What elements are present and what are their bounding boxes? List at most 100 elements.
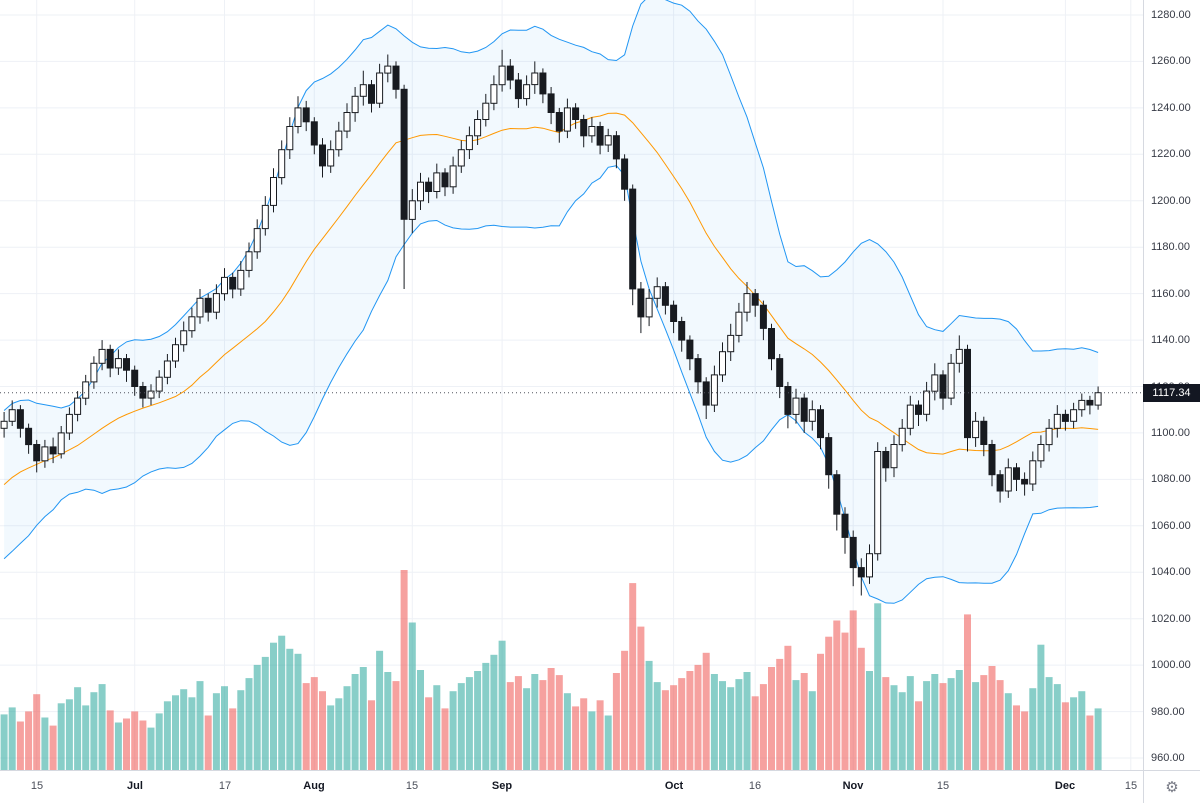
candle-body [1029, 460, 1037, 485]
volume-bar [866, 671, 873, 770]
volume-bar [123, 718, 130, 770]
candle-body [841, 513, 849, 538]
gear-icon[interactable]: ⚙ [1165, 778, 1179, 796]
volume-bar [637, 626, 645, 770]
candle-body [457, 149, 465, 167]
candle-body [825, 437, 833, 476]
candle-body [408, 200, 416, 220]
candle-body [915, 404, 922, 415]
price-tick-label: 1180.00 [1151, 241, 1190, 253]
bollinger-band-fill [4, 0, 1099, 604]
candle-body [1013, 467, 1020, 480]
volume-bar [286, 648, 294, 770]
volume-bar [188, 697, 196, 770]
candle-body [947, 362, 955, 399]
candle-body [964, 348, 971, 439]
price-tick-label: 1060.00 [1151, 520, 1191, 532]
candle-body [490, 84, 498, 104]
volume-bar [310, 677, 318, 770]
volume-bar [74, 687, 82, 770]
volume-bar [196, 681, 204, 770]
price-tick-label: 1100.00 [1151, 427, 1190, 439]
volume-bar [180, 689, 188, 770]
volume-bar [629, 583, 637, 770]
volume-bar [212, 693, 220, 770]
candle-body [596, 126, 604, 146]
volume-bar [890, 685, 898, 770]
candle-body [1078, 399, 1086, 411]
price-tick-label: 1220.00 [1151, 148, 1191, 160]
candle-body [16, 409, 24, 429]
candle-body [49, 446, 57, 455]
candle-body [751, 293, 759, 306]
volume-bar [147, 727, 155, 770]
volume-bar [65, 699, 73, 770]
candle-body [727, 334, 735, 353]
candle-body [645, 297, 653, 318]
candle-body [188, 316, 196, 332]
volume-bar [498, 640, 506, 770]
candle-body [1070, 409, 1078, 422]
candle-body [661, 286, 669, 306]
candle-body [743, 293, 751, 313]
volume-bar [1078, 691, 1086, 770]
volume-bar [98, 684, 106, 770]
volume-bar [621, 650, 629, 770]
volume-bar [376, 650, 384, 770]
volume-bar [33, 694, 41, 770]
candlestick-plot-area[interactable] [0, 0, 1143, 770]
candle-body [465, 135, 473, 151]
time-tick-month-label: Nov [842, 780, 864, 792]
volume-bar [41, 717, 49, 770]
volume-bar [237, 690, 245, 770]
candle-body [1061, 413, 1069, 422]
candle-body [866, 553, 873, 578]
candle-body [310, 121, 318, 146]
candle-body [890, 444, 898, 469]
candle-body [523, 84, 531, 100]
volume-bar [25, 711, 33, 770]
time-tick-month-label: Dec [1054, 780, 1076, 792]
price-tick-label: 1040.00 [1151, 566, 1191, 578]
candle-body [212, 293, 220, 313]
candle-body [874, 451, 882, 555]
candle-body [8, 409, 16, 422]
volume-bar [261, 656, 269, 770]
candle-body [237, 269, 245, 290]
volume-bar [947, 678, 955, 770]
volume-bar [229, 708, 237, 770]
candle-body [253, 228, 261, 253]
volume-bar [751, 696, 759, 770]
volume-bar [441, 708, 449, 770]
time-axis[interactable]: 15 Jul 17 Aug 15 Sep Oct 16 Nov 15 Dec 15 [0, 770, 1143, 803]
candle-body [147, 390, 155, 399]
candle-body [531, 72, 539, 86]
candle-body [90, 362, 98, 383]
candle-body [629, 188, 637, 290]
candle-body [784, 386, 792, 415]
candle-body [57, 432, 65, 455]
volume-bar [1070, 697, 1078, 770]
volume-bar [776, 658, 784, 770]
volume-bar [572, 706, 580, 770]
candle-body [555, 112, 563, 132]
volume-bar [57, 703, 65, 770]
axis-settings-corner[interactable]: ⚙ [1143, 770, 1200, 803]
time-tick-day-label: 15 [30, 780, 44, 792]
time-tick-day-label: 15 [1124, 780, 1138, 792]
volume-bar [735, 679, 743, 770]
volume-bar [278, 635, 286, 770]
candle-body [278, 149, 286, 179]
volume-bar [678, 678, 686, 770]
candle-body [286, 126, 294, 151]
candle-body [694, 358, 702, 383]
candle-body [261, 204, 269, 230]
candle-body [392, 65, 400, 90]
volume-bar [1021, 711, 1029, 770]
price-tick-label: 980.00 [1151, 706, 1185, 718]
volume-bar [727, 687, 735, 770]
volume-bar [482, 662, 490, 770]
volume-bar [604, 715, 612, 770]
candle-body [384, 65, 392, 74]
candle-body [221, 276, 228, 295]
